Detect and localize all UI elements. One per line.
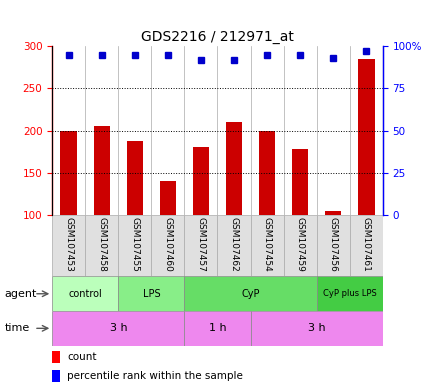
Text: GSM107458: GSM107458 (97, 217, 106, 272)
Text: count: count (67, 352, 96, 362)
Text: GSM107456: GSM107456 (328, 217, 337, 272)
Bar (52, 351, 60, 363)
Bar (159, 181, 176, 215)
Bar (324, 211, 341, 215)
Bar (118, 215, 151, 276)
Text: GSM107459: GSM107459 (295, 217, 304, 272)
Bar (217, 215, 250, 276)
Text: GSM107457: GSM107457 (196, 217, 205, 272)
Bar (250, 311, 382, 346)
Bar (60, 131, 77, 215)
Bar (316, 276, 382, 311)
Bar (258, 131, 275, 215)
Bar (225, 122, 242, 215)
Bar (192, 147, 209, 215)
Bar (357, 59, 374, 215)
Text: percentile rank within the sample: percentile rank within the sample (67, 371, 243, 381)
Bar (184, 311, 250, 346)
Bar (52, 370, 60, 382)
Bar (93, 126, 110, 215)
Bar (184, 215, 217, 276)
Text: GSM107454: GSM107454 (262, 217, 271, 271)
Text: GSM107462: GSM107462 (229, 217, 238, 271)
Text: GSM107460: GSM107460 (163, 217, 172, 272)
Text: GSM107455: GSM107455 (130, 217, 139, 272)
Bar (126, 141, 143, 215)
Text: 3 h: 3 h (109, 323, 127, 333)
Bar (283, 215, 316, 276)
Bar (52, 311, 184, 346)
Bar (118, 276, 184, 311)
Text: CyP plus LPS: CyP plus LPS (322, 289, 376, 298)
Bar (52, 215, 85, 276)
Text: 1 h: 1 h (208, 323, 226, 333)
Text: time: time (4, 323, 30, 333)
Text: GSM107453: GSM107453 (64, 217, 73, 272)
Bar (52, 276, 118, 311)
Text: agent: agent (4, 289, 36, 299)
Bar (316, 215, 349, 276)
Bar (85, 215, 118, 276)
Bar (184, 276, 316, 311)
Text: GSM107461: GSM107461 (361, 217, 370, 272)
Text: control: control (68, 289, 102, 299)
Text: CyP: CyP (241, 289, 259, 299)
Bar (291, 149, 308, 215)
Text: 3 h: 3 h (307, 323, 325, 333)
Bar (250, 215, 283, 276)
Text: LPS: LPS (142, 289, 160, 299)
Title: GDS2216 / 212971_at: GDS2216 / 212971_at (141, 30, 293, 44)
Bar (349, 215, 382, 276)
Bar (151, 215, 184, 276)
